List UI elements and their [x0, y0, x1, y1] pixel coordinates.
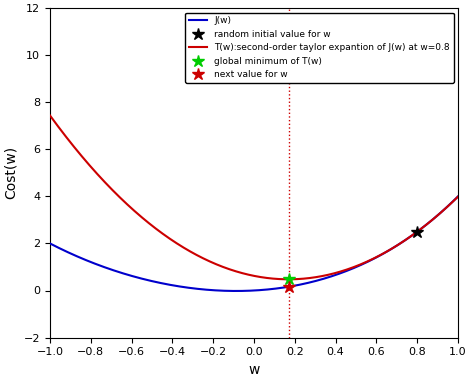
- X-axis label: w: w: [248, 363, 260, 377]
- Y-axis label: Cost(w): Cost(w): [4, 146, 18, 199]
- Legend: J(w), random initial value for w, T(w):second-order taylor expantion of J(w) at : J(w), random initial value for w, T(w):s…: [186, 13, 454, 83]
